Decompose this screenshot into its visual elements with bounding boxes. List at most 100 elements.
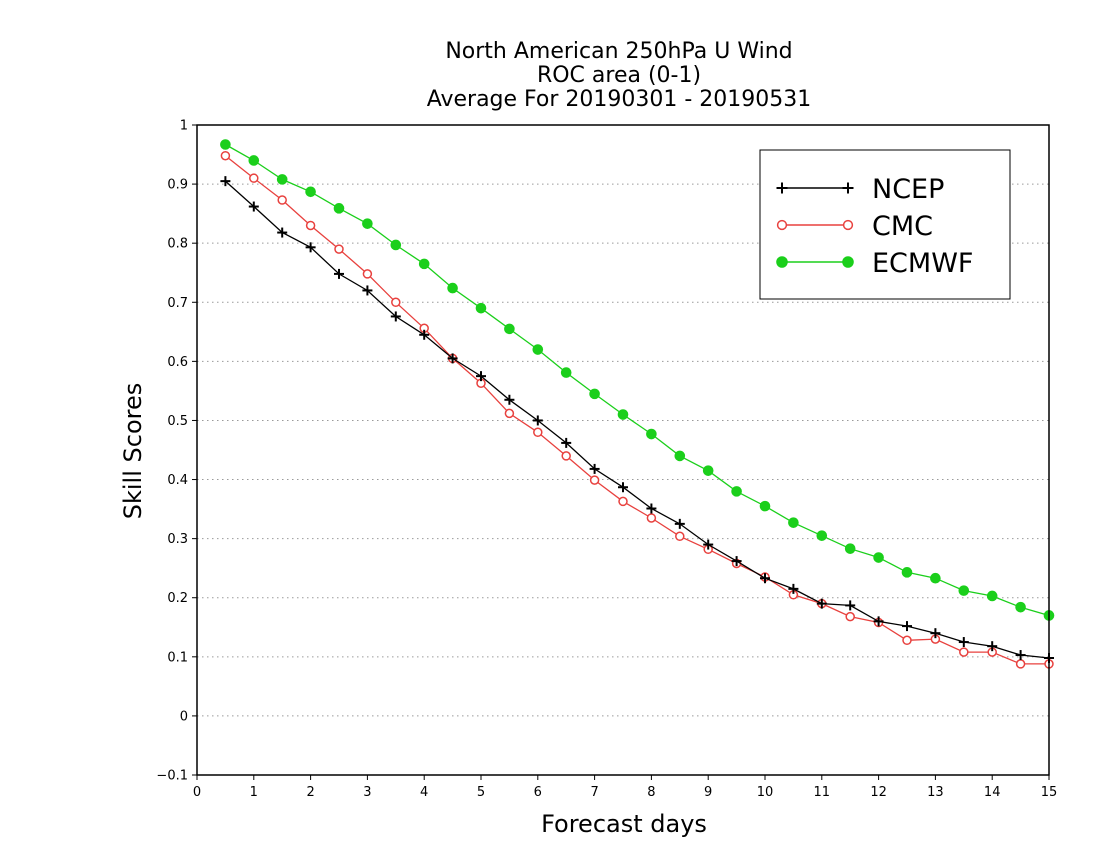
- x-tick-label: 15: [1041, 785, 1058, 800]
- y-tick-label: 0.4: [167, 473, 188, 488]
- point-ncep: [618, 482, 628, 493]
- point-ecmwf: [816, 530, 828, 541]
- x-tick-label: 4: [420, 785, 428, 800]
- point-ecmwf: [504, 323, 515, 335]
- title-line-3: Average For 20190301 - 20190531: [427, 87, 812, 112]
- point-ecmwf: [1015, 601, 1026, 613]
- point-ecmwf: [759, 500, 771, 512]
- y-tick-label: 0.5: [167, 414, 188, 429]
- y-tick-label: 1: [180, 119, 188, 134]
- point-ecmwf: [390, 239, 402, 251]
- point-ncep: [674, 518, 685, 529]
- y-tick-label: 0.2: [167, 591, 188, 606]
- point-ncep: [390, 311, 401, 322]
- point-cmc: [504, 408, 515, 419]
- point-ncep: [362, 285, 373, 296]
- point-ecmwf: [362, 218, 373, 229]
- y-tick-label: 0: [180, 709, 188, 724]
- x-axis-ticks: 0 1 2 3 4 5 6 7 8 9 10 11 12 13 14 15: [193, 775, 1057, 800]
- x-tick-label: 13: [927, 785, 944, 800]
- x-axis-label: Forecast days: [541, 810, 707, 838]
- point-ecmwf: [475, 302, 487, 314]
- x-tick-label: 14: [984, 785, 1001, 800]
- point-ncep: [589, 463, 600, 474]
- legend-item-cmc: CMC: [776, 211, 933, 242]
- legend-label-ecmwf: ECMWF: [872, 248, 973, 279]
- title-line-1: North American 250hPa U Wind: [445, 39, 792, 64]
- legend-item-ncep: NCEP: [776, 174, 944, 205]
- point-ecmwf: [958, 585, 970, 596]
- x-tick-label: 7: [590, 785, 598, 800]
- grid: [197, 183, 1049, 717]
- y-tick-label: 0.6: [167, 355, 188, 370]
- series-layer: [220, 139, 1055, 669]
- legend-item-ecmwf: ECMWF: [776, 248, 973, 279]
- point-cmc: [561, 451, 571, 461]
- point-ecmwf: [447, 282, 458, 294]
- point-ecmwf: [930, 572, 941, 584]
- point-ncep: [731, 556, 742, 567]
- point-ecmwf: [617, 409, 629, 420]
- point-cmc: [220, 150, 231, 161]
- series-ncep: [220, 176, 1054, 663]
- point-ncep: [845, 600, 856, 611]
- point-ecmwf: [418, 258, 430, 270]
- point-ncep: [532, 415, 543, 426]
- point-ncep: [305, 242, 316, 253]
- legend-label-ncep: NCEP: [872, 174, 944, 205]
- point-ncep: [760, 573, 770, 584]
- point-ncep: [930, 628, 941, 639]
- y-axis-ticks: −0.1 0 0.1 0.2 0.3 0.4 0.5 0.6 0.7 0.8 0.9 1: [156, 119, 197, 784]
- point-ncep: [958, 637, 969, 648]
- point-cmc: [1015, 659, 1026, 669]
- point-ncep: [220, 176, 231, 187]
- x-tick-label: 2: [306, 785, 314, 800]
- point-ncep: [419, 329, 430, 340]
- point-cmc: [589, 475, 600, 485]
- point-ncep: [561, 437, 572, 448]
- point-ecmwf: [589, 388, 600, 400]
- point-ncep: [703, 539, 714, 550]
- legend-marker-ncep: [842, 182, 854, 194]
- point-cmc: [533, 427, 543, 438]
- point-ncep: [902, 621, 912, 632]
- x-tick-label: 5: [477, 785, 485, 800]
- y-tick-label: −0.1: [156, 769, 188, 784]
- point-ncep: [1015, 650, 1026, 661]
- point-ncep: [277, 227, 288, 238]
- point-cmc: [959, 647, 969, 657]
- point-cmc: [618, 496, 628, 507]
- point-ncep: [873, 616, 884, 627]
- x-tick-label: 10: [757, 785, 774, 800]
- title-line-2: ROC area (0-1): [537, 63, 701, 88]
- series-line-ncep: [224, 180, 1050, 659]
- point-ncep: [476, 371, 486, 382]
- legend-marker-ncep: [776, 182, 788, 194]
- point-ecmwf: [731, 486, 742, 497]
- x-tick-label: 6: [534, 785, 542, 800]
- point-ncep: [788, 583, 799, 594]
- point-ecmwf: [674, 450, 686, 462]
- point-ecmwf: [986, 590, 998, 602]
- legend: NCEP CMC ECMWF: [759, 149, 1011, 300]
- point-ecmwf: [276, 174, 288, 185]
- x-tick-label: 12: [870, 785, 887, 800]
- x-tick-label: 9: [704, 785, 712, 800]
- point-cmc: [902, 635, 912, 646]
- x-tick-label: 8: [647, 785, 655, 800]
- point-ecmwf: [788, 517, 799, 528]
- plot-frame: [196, 124, 1050, 776]
- point-ecmwf: [248, 155, 260, 166]
- point-cmc: [334, 244, 344, 254]
- legend-marker-ecmwf: [776, 256, 788, 268]
- y-tick-label: 0.8: [167, 237, 188, 252]
- point-cmc: [305, 220, 316, 231]
- point-cmc: [391, 297, 401, 308]
- point-ncep: [504, 394, 515, 405]
- point-ncep: [816, 598, 827, 609]
- legend-label-cmc: CMC: [872, 211, 933, 242]
- point-cmc: [675, 531, 685, 542]
- legend-marker-cmc: [842, 219, 854, 231]
- point-ncep: [334, 268, 344, 279]
- point-ecmwf: [646, 428, 657, 440]
